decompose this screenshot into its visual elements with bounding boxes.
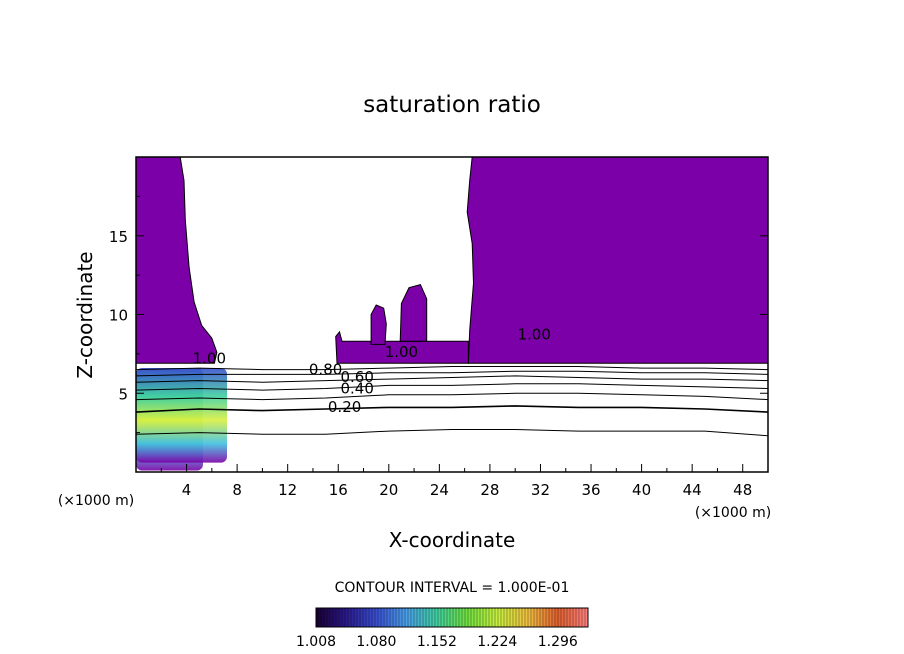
x-tick-label: 36 — [581, 481, 600, 499]
x-tick-label: 20 — [379, 481, 398, 499]
x-tick-label: 24 — [430, 481, 449, 499]
x-tick-label: 48 — [733, 481, 752, 499]
z-unit-label: (×1000 m) — [58, 493, 134, 509]
x-axis-label: X-coordinate — [389, 528, 516, 552]
y-tick-label: 15 — [109, 228, 128, 246]
x-tick-label: 44 — [683, 481, 702, 499]
x-tick-label: 12 — [278, 481, 297, 499]
chart-title: saturation ratio — [363, 92, 541, 118]
plot-area — [136, 157, 768, 472]
saturated-region — [399, 284, 428, 342]
saturation-band-segment — [136, 368, 227, 463]
x-unit-label: (×1000 m) — [695, 505, 771, 521]
colorbar-hatching — [317, 608, 586, 627]
x-tick-label: 40 — [632, 481, 651, 499]
contour-interval-text: CONTOUR INTERVAL = 1.000E-01 — [335, 580, 570, 596]
colorbar-label: 1.080 — [356, 634, 396, 650]
x-tick-label: 4 — [182, 481, 192, 499]
colorbar-labels: 1.008 1.080 1.152 1.224 1.296 — [296, 634, 578, 650]
high-saturation-band — [136, 368, 227, 471]
contour-line — [136, 366, 768, 371]
saturated-region — [370, 304, 387, 345]
contour-label: 1.00 — [193, 349, 226, 367]
contour-line — [136, 429, 768, 437]
colorbar-label: 1.152 — [417, 634, 457, 650]
y-tick-label: 5 — [118, 385, 128, 403]
x-tick-label: 8 — [232, 481, 242, 499]
colorbar-label: 1.224 — [477, 634, 517, 650]
x-tick-label: 16 — [329, 481, 348, 499]
contour-line — [136, 375, 768, 383]
contour-label: 1.00 — [517, 326, 550, 344]
contour-lines — [136, 366, 768, 437]
x-tick-label: 32 — [531, 481, 550, 499]
saturated-region — [335, 330, 469, 364]
y-tick-label: 10 — [109, 307, 128, 325]
saturated-regions — [136, 157, 768, 364]
y-axis-ticks: 5 10 15 — [109, 195, 768, 434]
contour-line — [136, 405, 768, 413]
saturated-region — [466, 157, 768, 364]
y-axis-label: Z-coordinate — [73, 251, 97, 378]
contour-line — [136, 383, 768, 391]
colorbar-label: 1.296 — [538, 634, 578, 650]
contour-label: 0.40 — [340, 379, 373, 397]
contour-labels: 0.200.400.600.80 1.00 1.00 1.00 — [193, 326, 551, 416]
x-tick-label: 28 — [480, 481, 499, 499]
contour-label: 1.00 — [385, 343, 418, 361]
contour-line — [136, 392, 768, 401]
saturated-region — [136, 157, 218, 364]
contour-line — [136, 370, 768, 377]
contour-label: 0.60 — [340, 368, 373, 386]
contour-label: 0.80 — [309, 360, 342, 378]
x-axis-ticks: 4 8 12 16 20 24 28 32 36 40 44 48 — [160, 464, 752, 499]
contour-label: 0.20 — [328, 398, 361, 416]
colorbar-label: 1.008 — [296, 634, 336, 650]
